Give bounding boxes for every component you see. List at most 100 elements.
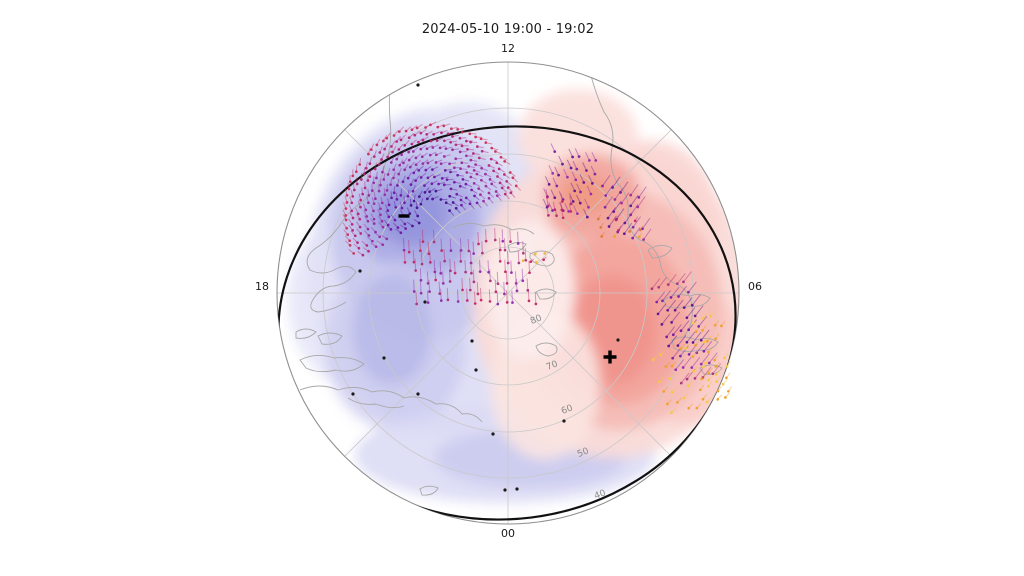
vector-head (429, 123, 432, 127)
vector-tail (506, 290, 508, 303)
vector-head (460, 144, 464, 148)
vector-tail (605, 184, 614, 196)
vector-tail (448, 269, 451, 282)
vector-tail (658, 276, 668, 288)
vector-head (389, 227, 393, 231)
vector-head (458, 150, 462, 154)
vector-head (432, 132, 435, 136)
station-dots (351, 83, 620, 492)
vector-head (378, 235, 382, 239)
vector-head (707, 350, 710, 354)
vector-head (392, 168, 396, 172)
vector-head (435, 139, 439, 143)
vector-head (667, 344, 671, 348)
vector-head (698, 388, 702, 392)
mlt-label-06: 06 (748, 280, 762, 293)
vector-head (442, 139, 446, 143)
vector-head (445, 178, 449, 182)
vector-head (448, 194, 452, 198)
vector-tail (421, 229, 424, 242)
vector-head (561, 216, 565, 220)
vector-head (557, 173, 560, 177)
vector-tail (509, 229, 511, 242)
vector-head (393, 218, 397, 222)
vector-head (650, 287, 654, 291)
vector-head (465, 299, 469, 302)
vector-head (434, 161, 438, 164)
plus-extremum-marker (603, 350, 617, 364)
vector-head (367, 194, 371, 197)
vector-tail (517, 250, 520, 263)
vector-head (419, 278, 423, 282)
vector-head (496, 302, 500, 306)
vector-head (468, 288, 472, 292)
vector-head (358, 163, 362, 166)
vector-head (470, 271, 473, 275)
vector-head (442, 124, 446, 128)
vector-head (367, 234, 371, 237)
vector-head (374, 230, 377, 234)
vector-tail (688, 319, 698, 331)
vector-head (511, 176, 515, 180)
vector-head (620, 201, 623, 205)
vector-tail (585, 152, 590, 161)
vector-head (521, 251, 525, 255)
vector-head (687, 328, 690, 332)
vector-head (424, 168, 428, 172)
vector-tail (515, 278, 518, 291)
vector-tail (680, 320, 690, 332)
vector-group-dusk-side-band (650, 271, 722, 385)
vector-head (381, 225, 385, 229)
vector-head (407, 250, 411, 254)
vector-tail (672, 347, 682, 359)
vector-head (425, 197, 429, 201)
vector-tail (573, 205, 578, 214)
vector-head (617, 228, 620, 232)
vector-head (474, 135, 477, 139)
vector-head (454, 157, 458, 161)
vector-head (423, 184, 426, 187)
vector-head (392, 191, 396, 195)
vector-head (693, 377, 697, 380)
vector-head (589, 192, 593, 196)
vector-head (543, 252, 547, 255)
vector-head (637, 235, 641, 239)
vector-tail (651, 278, 661, 290)
vector-head (631, 236, 635, 240)
vector-head (599, 226, 603, 229)
vector-head (407, 136, 411, 140)
latitude-label-40: 40 (593, 488, 608, 502)
vector-head (459, 249, 463, 252)
vector-head (529, 260, 533, 264)
vector-head (701, 329, 704, 332)
vector-head (533, 252, 537, 256)
vector-tail (496, 292, 499, 305)
vector-head (661, 299, 664, 303)
vector-head (551, 172, 555, 175)
vector-head (436, 125, 440, 129)
coastline (317, 332, 343, 345)
vector-head (714, 365, 718, 368)
vector-head (685, 377, 689, 381)
vector-head (494, 290, 498, 294)
vector-head (394, 205, 398, 209)
vector-head (429, 261, 432, 264)
vector-head (724, 396, 727, 399)
vector-head (380, 201, 384, 205)
vector-tail (607, 207, 616, 219)
vector-head (690, 366, 694, 369)
coastline (295, 328, 317, 339)
coastline-layer (295, 62, 723, 496)
vector-head (370, 189, 374, 192)
vector-head (396, 226, 400, 229)
vector-tail (527, 288, 530, 301)
vector-head (420, 262, 424, 266)
vector-head (395, 140, 398, 143)
vector-head (687, 384, 690, 388)
vector-head (631, 225, 635, 229)
vector-head (639, 228, 642, 232)
vector-head (449, 170, 452, 174)
vector-head (666, 283, 670, 286)
vector-tail (426, 290, 429, 303)
vector-head (433, 175, 436, 179)
